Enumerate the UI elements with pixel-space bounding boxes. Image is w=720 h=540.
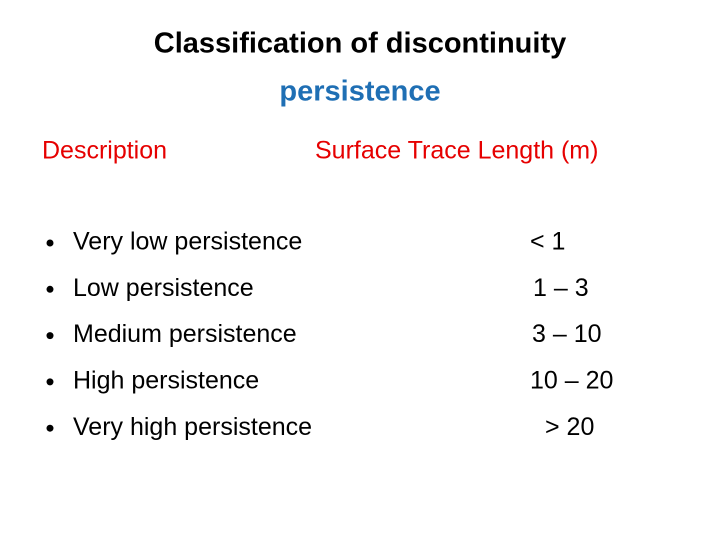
trace-length: < 1 bbox=[530, 228, 565, 256]
description: High persistence bbox=[73, 367, 259, 395]
bullet bbox=[46, 239, 54, 247]
description: Low persistence bbox=[73, 274, 254, 302]
trace-length: 3 – 10 bbox=[532, 320, 602, 348]
description: Very high persistence bbox=[73, 413, 312, 441]
column-header: Description bbox=[42, 137, 167, 165]
title-line: Classification of discontinuity bbox=[154, 28, 567, 60]
title-line: persistence bbox=[279, 76, 440, 108]
bullet bbox=[46, 332, 54, 340]
trace-length: > 20 bbox=[545, 413, 594, 441]
bullet bbox=[46, 424, 54, 432]
trace-length: 10 – 20 bbox=[530, 367, 613, 395]
trace-length: 1 – 3 bbox=[533, 274, 589, 302]
description: Very low persistence bbox=[73, 228, 302, 256]
column-header: Surface Trace Length (m) bbox=[315, 137, 598, 165]
description: Medium persistence bbox=[73, 320, 297, 348]
rows: Very low persistence < 1 Low persistence 1 … bbox=[46, 228, 613, 441]
bullet bbox=[46, 378, 54, 386]
bullet bbox=[46, 285, 54, 293]
